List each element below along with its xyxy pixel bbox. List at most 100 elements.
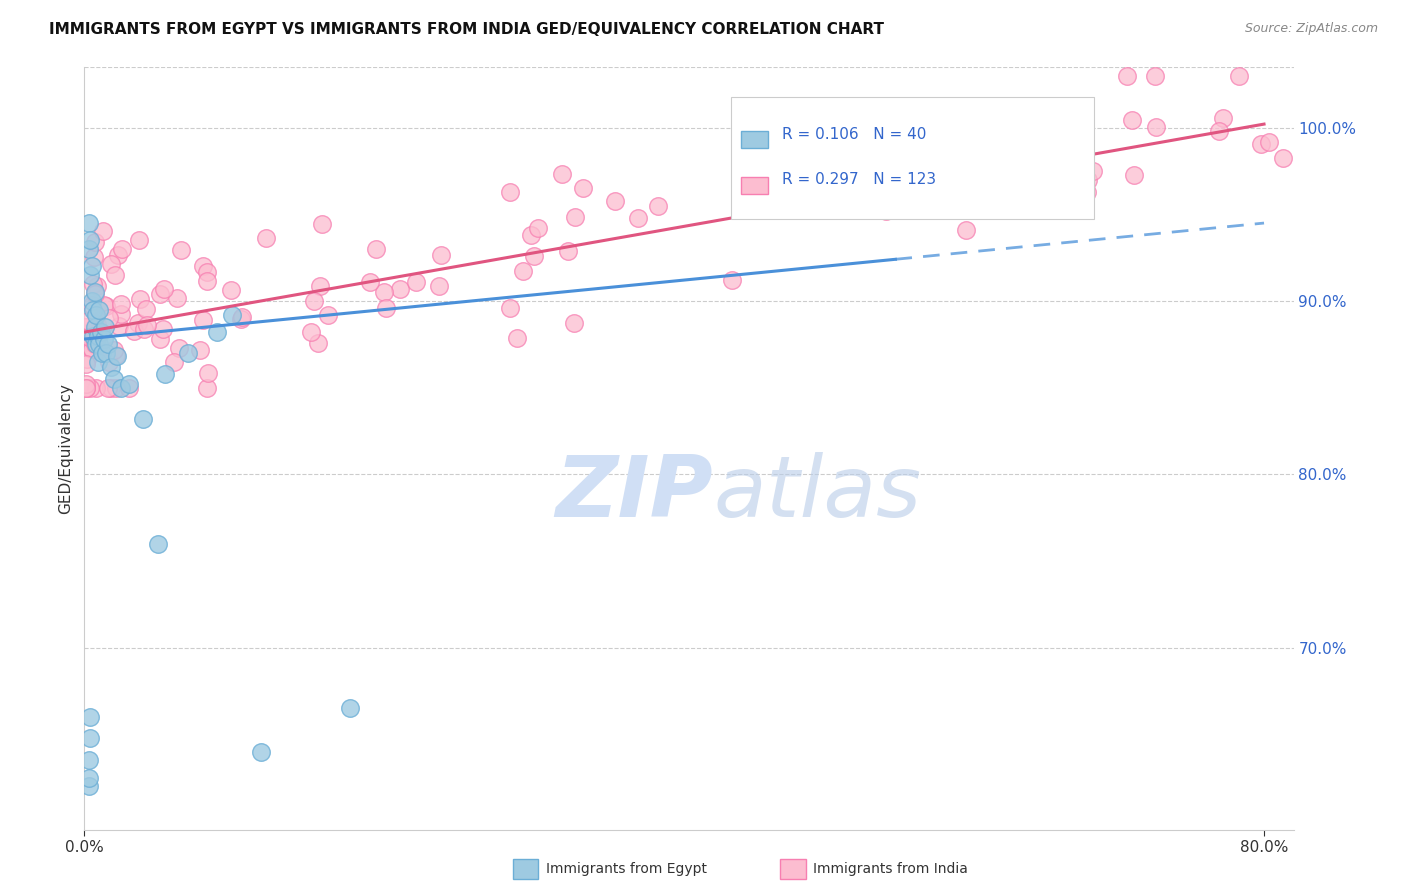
Point — [86, 318, 108, 332]
Point — [87, 325, 110, 339]
Point — [94, 300, 117, 314]
Point — [117, 377, 139, 392]
Point — [149, 332, 172, 346]
Point — [1258, 135, 1281, 149]
Point — [84, 235, 107, 250]
Point — [77, 753, 100, 767]
Point — [302, 293, 325, 308]
Point — [93, 297, 115, 311]
Point — [93, 332, 115, 346]
Point — [135, 318, 157, 333]
Point — [100, 257, 122, 271]
Text: atlas: atlas — [713, 452, 921, 535]
Point — [551, 167, 574, 181]
Point — [191, 312, 214, 326]
Point — [128, 233, 150, 247]
Point — [129, 292, 152, 306]
Point — [84, 336, 107, 351]
Point — [97, 337, 120, 351]
Point — [104, 268, 127, 282]
Point — [564, 210, 586, 224]
Point — [197, 265, 219, 279]
Point — [105, 348, 128, 362]
Point — [339, 701, 361, 715]
Point — [122, 324, 145, 338]
Point — [98, 355, 121, 369]
Point — [91, 346, 114, 360]
Point — [193, 259, 215, 273]
Point — [562, 316, 585, 330]
Point — [176, 346, 198, 360]
Point — [1077, 173, 1099, 187]
Point — [134, 322, 156, 336]
Point — [152, 282, 174, 296]
Point — [149, 287, 172, 301]
Point — [80, 342, 103, 356]
Point — [299, 325, 322, 339]
Point — [94, 319, 117, 334]
Point — [311, 217, 333, 231]
Point — [872, 196, 894, 211]
Point — [170, 244, 193, 258]
Point — [79, 233, 101, 247]
Point — [195, 274, 218, 288]
Point — [77, 330, 100, 344]
Y-axis label: GED/Equivalency: GED/Equivalency — [58, 383, 73, 514]
Point — [75, 357, 97, 371]
Point — [105, 380, 128, 394]
Point — [84, 317, 107, 331]
Point — [80, 298, 103, 312]
Point — [1250, 137, 1272, 152]
Point — [1208, 124, 1230, 138]
Point — [316, 308, 339, 322]
Point — [359, 276, 381, 290]
Point — [76, 351, 98, 366]
Point — [103, 343, 125, 357]
Point — [231, 310, 253, 324]
Point — [875, 204, 897, 219]
Text: R = 0.297   N = 123: R = 0.297 N = 123 — [782, 172, 936, 187]
Point — [818, 148, 841, 162]
Point — [135, 302, 157, 317]
Point — [107, 247, 129, 261]
Point — [77, 771, 100, 785]
Point — [77, 779, 100, 793]
Point — [205, 325, 228, 339]
Point — [1115, 69, 1137, 83]
Point — [512, 264, 534, 278]
Point — [87, 337, 110, 351]
Point — [405, 275, 427, 289]
Point — [97, 310, 120, 325]
Point — [1272, 151, 1295, 165]
Point — [1047, 145, 1070, 160]
Point — [86, 354, 108, 368]
Point — [146, 536, 169, 550]
Point — [1076, 185, 1098, 199]
Point — [1081, 164, 1104, 178]
Point — [80, 342, 103, 356]
Point — [903, 158, 925, 172]
Point — [229, 311, 252, 326]
Point — [429, 248, 451, 262]
Point — [91, 224, 114, 238]
Point — [721, 273, 744, 287]
Point — [1144, 120, 1167, 134]
Point — [75, 380, 97, 394]
Point — [80, 293, 103, 308]
Point — [103, 372, 125, 386]
Point — [506, 331, 529, 345]
Point — [127, 316, 149, 330]
Point — [86, 340, 108, 354]
Point — [90, 325, 112, 339]
Point — [97, 380, 120, 394]
Point — [79, 380, 101, 394]
Point — [83, 285, 105, 300]
Point — [373, 285, 395, 300]
Bar — [731, 97, 1094, 219]
Point — [520, 228, 543, 243]
Point — [603, 194, 626, 208]
Point — [84, 286, 107, 301]
Point — [1123, 168, 1146, 182]
Point — [82, 277, 104, 292]
Point — [1144, 69, 1167, 83]
